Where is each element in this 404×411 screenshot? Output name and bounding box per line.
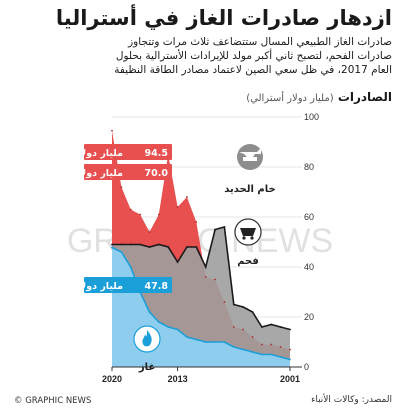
y-axis-unit: (مليار دولار أسترالي) bbox=[246, 93, 334, 104]
y-tick-label: 80 bbox=[304, 162, 314, 172]
chart-subtitle: صادرات الغاز الطبيعي المسال ستتضاعف ثلاث… bbox=[114, 36, 392, 76]
y-axis-title: الصادرات bbox=[337, 90, 392, 104]
gas-point bbox=[148, 311, 151, 313]
iron-ore-point bbox=[223, 301, 226, 303]
gas-point bbox=[157, 321, 160, 323]
x-tick-label: 2013 bbox=[168, 374, 188, 384]
graphic-news-credit: © GRAPHIC NEWS bbox=[14, 396, 92, 406]
gas-badge bbox=[84, 277, 172, 293]
iron-ore-point bbox=[120, 186, 123, 188]
coal-point bbox=[167, 246, 170, 248]
iron-ore-point bbox=[260, 343, 263, 346]
iron-ore-point bbox=[148, 231, 151, 233]
y-tick-label: 0 bbox=[304, 362, 309, 372]
cart-wheel bbox=[250, 236, 254, 240]
y-axis-label: الصادرات (مليار دولار أسترالي) bbox=[246, 90, 392, 104]
gas-point bbox=[242, 348, 245, 351]
coal-point bbox=[270, 323, 273, 326]
gas-point bbox=[279, 356, 282, 358]
iron-ore-point bbox=[139, 213, 142, 216]
gas-point bbox=[195, 338, 198, 341]
coal-point bbox=[214, 228, 216, 231]
gas-point bbox=[176, 328, 179, 331]
chart-title: ازدهار صادرات الغاز في أستراليا bbox=[55, 6, 392, 30]
coal-point bbox=[223, 226, 226, 228]
gas-point bbox=[223, 341, 226, 343]
anvil-shape bbox=[239, 148, 261, 161]
gas-point bbox=[129, 266, 132, 268]
coal-point bbox=[186, 246, 188, 248]
coal-point bbox=[139, 243, 142, 246]
iron-ore-badge bbox=[84, 144, 172, 160]
iron-ore-unit: مليار دولار bbox=[73, 148, 123, 159]
iron-ore-point bbox=[186, 196, 188, 198]
y-tick-label: 20 bbox=[304, 312, 314, 322]
x-tick-label: 2020 bbox=[102, 374, 122, 384]
coal-point bbox=[242, 306, 245, 308]
iron-ore-point bbox=[251, 336, 254, 338]
iron-ore-point bbox=[195, 221, 198, 223]
iron-ore-value: 94.5 bbox=[145, 148, 168, 159]
coal-point bbox=[279, 326, 282, 328]
coal-point bbox=[232, 303, 235, 306]
coal-point bbox=[204, 266, 207, 268]
source-note: المصدر: وكالات الأنباء bbox=[311, 395, 392, 405]
coal-point bbox=[289, 328, 291, 331]
gas-unit: مليار دولار bbox=[73, 281, 123, 292]
coal-point bbox=[176, 261, 179, 263]
coal-point bbox=[260, 326, 263, 328]
iron-ore-point bbox=[157, 213, 160, 216]
coal-point bbox=[148, 246, 151, 248]
gas-line bbox=[111, 246, 291, 361]
iron-ore-point bbox=[279, 346, 282, 348]
gas-point bbox=[270, 353, 273, 356]
gas-point bbox=[251, 351, 254, 353]
iron-ore-point bbox=[270, 343, 273, 346]
gas-point bbox=[120, 251, 123, 253]
cart-shape bbox=[240, 228, 256, 236]
iron-ore-point bbox=[129, 208, 132, 211]
gas-point bbox=[167, 326, 170, 328]
gas-point bbox=[111, 246, 113, 249]
coal-badge bbox=[84, 164, 172, 180]
gas-point bbox=[204, 341, 207, 343]
iron-ore-point bbox=[289, 348, 291, 351]
iron-ore-point bbox=[242, 328, 245, 331]
gas-point bbox=[214, 341, 216, 343]
gas-value: 47.8 bbox=[145, 281, 169, 292]
y-tick-label: 40 bbox=[304, 262, 314, 272]
coal-unit: مليار دولار bbox=[73, 168, 123, 179]
coal-point bbox=[120, 243, 123, 246]
x-tick-label: 2001 bbox=[280, 374, 300, 384]
gas-point bbox=[232, 346, 235, 348]
coal-point bbox=[195, 246, 198, 248]
iron-ore-point bbox=[176, 206, 179, 208]
coal-line bbox=[112, 225, 291, 331]
iron-ore-point bbox=[232, 326, 235, 328]
coal-point bbox=[129, 243, 132, 246]
iron-ore-label: خام الحديد bbox=[224, 184, 275, 195]
gas-point bbox=[289, 358, 291, 361]
cart-wheel bbox=[242, 236, 246, 240]
gas-label: غاز bbox=[138, 362, 155, 373]
gas-point bbox=[260, 353, 263, 356]
iron-ore-point bbox=[214, 278, 216, 281]
coal-value: 70.0 bbox=[145, 168, 169, 179]
gas-point bbox=[186, 336, 188, 338]
coal-label: فحم bbox=[237, 256, 259, 267]
coal-point bbox=[251, 311, 254, 313]
y-tick-label: 100 bbox=[304, 112, 319, 122]
flame-shape bbox=[142, 330, 152, 347]
iron-ore-point bbox=[111, 129, 113, 132]
coal-point bbox=[157, 243, 160, 246]
y-tick-label: 60 bbox=[304, 212, 314, 222]
coal-point bbox=[111, 243, 113, 246]
iron-ore-point bbox=[204, 276, 207, 278]
